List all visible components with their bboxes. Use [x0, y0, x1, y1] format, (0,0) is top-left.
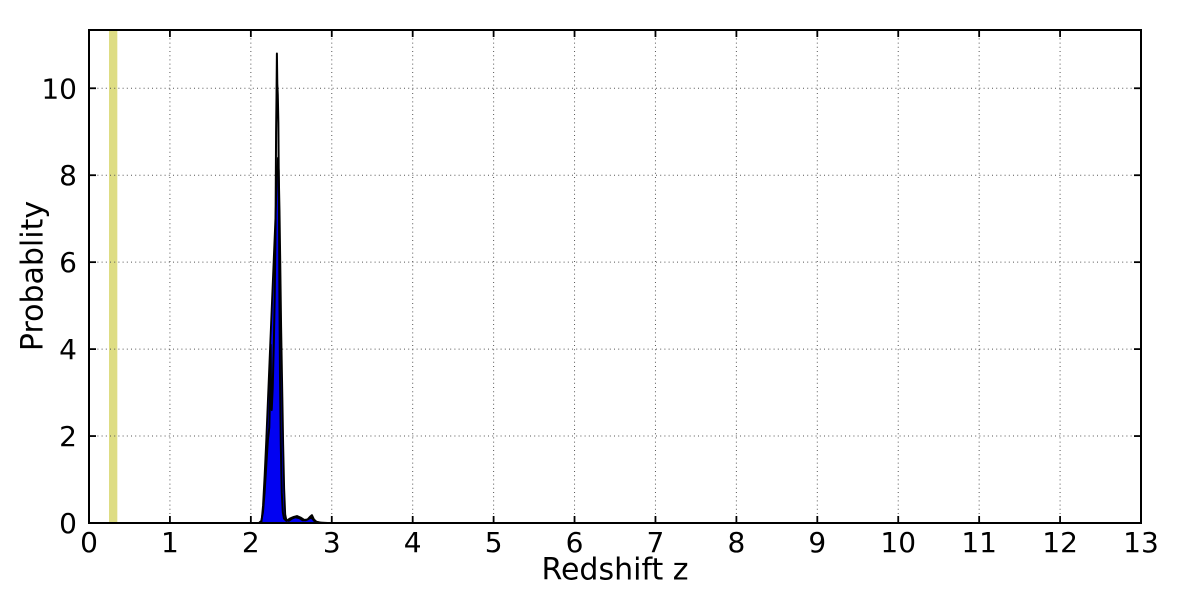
x-tick-label: 12 [1042, 526, 1078, 559]
x-tick-label: 0 [80, 526, 98, 559]
x-tick-label: 2 [242, 526, 260, 559]
reference-redshift-band [108, 30, 118, 523]
y-tick-label: 4 [59, 333, 77, 366]
x-tick-label: 3 [323, 526, 341, 559]
x-tick-label: 7 [647, 526, 665, 559]
x-tick-label: 9 [808, 526, 826, 559]
pdf-filled [260, 156, 325, 524]
x-tick-label: 1 [161, 526, 179, 559]
x-tick-label: 13 [1123, 526, 1159, 559]
pdf-outline [89, 52, 1141, 524]
y-tick-label: 0 [59, 507, 77, 540]
x-tick-label: 11 [961, 526, 997, 559]
x-tick-label: 10 [880, 526, 916, 559]
y-tick-label: 6 [59, 246, 77, 279]
y-tick-label: 10 [41, 72, 77, 105]
x-tick-label: 5 [485, 526, 503, 559]
x-tick-label: 6 [566, 526, 584, 559]
axes-frame [88, 29, 1142, 524]
x-tick-label: 4 [404, 526, 422, 559]
x-tick-label: 8 [727, 526, 745, 559]
x-axis-label: Redshift z [541, 552, 689, 588]
y-axis-label: Probablity [15, 200, 51, 352]
y-tick-label: 2 [59, 420, 77, 453]
y-tick-label: 8 [59, 159, 77, 192]
